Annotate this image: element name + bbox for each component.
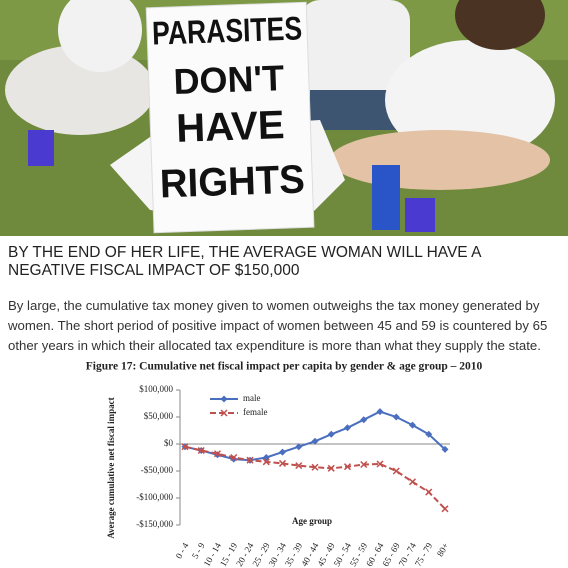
marker xyxy=(311,463,319,471)
photo: PARASITES DON'T HAVE RIGHTS xyxy=(0,0,568,236)
y-tick-label: $50,000 xyxy=(144,411,174,421)
marker xyxy=(327,430,335,438)
marker xyxy=(425,430,433,438)
legend-label: female xyxy=(243,407,267,417)
cup-right xyxy=(405,198,435,232)
legend-marker xyxy=(220,395,228,403)
marker xyxy=(279,448,286,456)
legend-label: male xyxy=(243,393,261,403)
y-axis-label: Average cumulative net fiscal impact xyxy=(106,397,116,538)
cup xyxy=(28,130,54,166)
marker xyxy=(343,463,352,471)
marker xyxy=(425,488,433,496)
marker xyxy=(409,421,416,429)
person-right xyxy=(385,40,555,160)
legs xyxy=(330,130,550,190)
sign-text: RIGHTS xyxy=(159,157,305,206)
marker xyxy=(344,424,351,432)
x-axis-label: Age group xyxy=(292,516,332,526)
sign: PARASITES DON'T HAVE RIGHTS xyxy=(145,1,315,234)
marker xyxy=(327,464,335,472)
hair xyxy=(455,0,545,50)
x-tick-label: 0 - 4 xyxy=(174,541,191,561)
bottle xyxy=(372,165,400,230)
marker xyxy=(262,458,270,466)
series-line xyxy=(184,410,446,462)
chart: Figure 17: Cumulative net fiscal impact … xyxy=(86,361,483,568)
marker xyxy=(213,450,222,458)
marker xyxy=(214,451,221,459)
marker xyxy=(181,443,189,451)
marker xyxy=(197,446,205,455)
marker xyxy=(295,443,303,451)
y-tick-label: $0 xyxy=(164,438,174,448)
x-tick-label: 80+ xyxy=(435,541,451,558)
marker xyxy=(441,445,449,453)
y-tick-label: -$100,000 xyxy=(136,492,173,502)
marker xyxy=(295,462,303,470)
body-text: By large, the cumulative tax money given… xyxy=(8,298,548,353)
shirt-left xyxy=(58,0,142,72)
marker xyxy=(392,413,400,421)
headline: BY THE END OF HER LIFE, THE AVERAGE WOMA… xyxy=(8,244,481,279)
person-middle xyxy=(300,0,410,100)
sign-board xyxy=(145,1,315,234)
marker xyxy=(392,467,400,475)
y-tick-label: $100,000 xyxy=(139,384,173,394)
marker xyxy=(360,460,368,469)
marker xyxy=(376,408,384,416)
marker xyxy=(408,478,417,486)
y-tick-label: -$150,000 xyxy=(136,519,173,529)
marker xyxy=(278,459,287,467)
y-tick-label: -$50,000 xyxy=(141,465,174,475)
sign-text: DON'T xyxy=(173,57,285,102)
series-line xyxy=(184,445,446,510)
chart-title: Figure 17: Cumulative net fiscal impact … xyxy=(86,361,483,373)
marker xyxy=(230,455,238,463)
marker xyxy=(311,437,319,445)
marker xyxy=(230,453,238,462)
marker xyxy=(360,416,368,424)
marker xyxy=(376,460,384,468)
sign-text: PARASITES xyxy=(151,9,302,51)
x-tick-label: 75 - 79 xyxy=(413,541,435,568)
sign-text: HAVE xyxy=(176,103,286,151)
legend-marker xyxy=(220,409,228,417)
marker xyxy=(246,456,254,464)
marker xyxy=(441,505,449,513)
